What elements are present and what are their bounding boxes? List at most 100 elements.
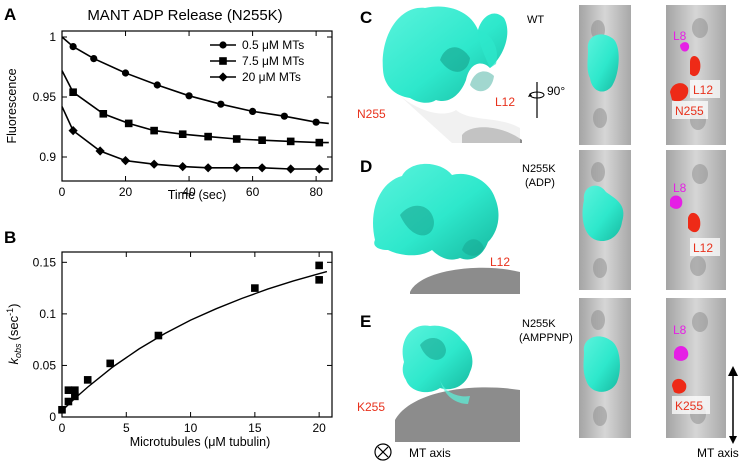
structure-d-main: [373, 163, 520, 294]
chart-a-ytick-label: 0.95: [33, 90, 57, 104]
structure-d-loops: [666, 150, 726, 290]
label-e-variant-line2: (AMPPNP): [519, 332, 573, 344]
chart-b-ytick-label: 0.05: [33, 358, 57, 372]
label-c-n255-side: N255: [675, 104, 704, 118]
chart-a-xtick-label: 80: [309, 185, 323, 199]
chart-b-ytick-label: 0.1: [39, 307, 56, 321]
chart-a-point-0-6: [217, 100, 225, 108]
label-c-l12: L12: [495, 95, 515, 109]
chart-b-xtick-label: 0: [59, 421, 66, 435]
ylabel-unit: (sec: [6, 315, 21, 340]
chart-a-legend-label-2: 20 μM MTs: [242, 70, 301, 84]
chart-a-point-0-4: [153, 81, 161, 89]
chart-a-ylabel: Fluorescence: [5, 68, 19, 143]
chart-b-fit-curve: [61, 270, 328, 412]
chart-a-point-0-9: [312, 118, 320, 126]
panel-letter-c: C: [360, 8, 372, 27]
label-d-l12-side: L12: [693, 241, 713, 255]
chart-a-point-2-2: [95, 146, 105, 156]
label-d-l8: L8: [673, 181, 687, 195]
chart-a-point-2-6: [203, 163, 213, 173]
chart-a-point-1-1: [69, 88, 77, 96]
structure-e-side: [579, 298, 631, 438]
chart-b-point-0: [58, 405, 66, 414]
chart-b-xtick-label: 10: [184, 421, 198, 435]
chart-b-frame: [61, 251, 333, 418]
chart-a-point-0-3: [121, 69, 130, 77]
label-d-variant-line2: (ADP): [525, 177, 555, 189]
chart-b-xtick-label: 20: [312, 421, 326, 435]
mt-axis-label-left: MT axis: [409, 446, 451, 460]
chart-a-xtick-label: 40: [182, 185, 196, 199]
mt-axis-arrow-icon: [728, 366, 738, 444]
chart-b-ytick-label: 0.15: [33, 255, 57, 269]
label-c-rotation: 90°: [547, 84, 565, 98]
label-c-variant: WT: [527, 14, 544, 26]
chart-a-point-0-8: [280, 112, 288, 120]
chart-b: 0 5 10 15 20 0 0.05 0.1 0.15 Microtubules (μM tu…: [5, 251, 333, 449]
chart-a-point-1-9: [286, 137, 295, 146]
chart-a-point-0-5: [185, 92, 193, 100]
chart-a-markers: [68, 43, 324, 174]
chart-a-point-2-5: [178, 162, 188, 172]
chart-a-legend-marker-1: [219, 57, 227, 65]
label-e-k255-side: K255: [675, 399, 703, 413]
panel-letter-a: A: [4, 5, 16, 24]
chart-b-point-3: [71, 392, 79, 401]
panel-letter-e: E: [360, 312, 371, 331]
label-e-variant-line1: N255K: [522, 318, 556, 330]
chart-a-point-1-2: [99, 110, 108, 118]
chart-a-frame: [61, 30, 333, 182]
label-c-l12-side-bg: [690, 80, 720, 98]
chart-b-xtick-label: 15: [248, 421, 262, 435]
structure-e-main: [395, 325, 520, 442]
label-d-variant-line1: N255K: [522, 163, 556, 175]
chart-a-ytick-label: 1: [49, 30, 56, 44]
structure-e-loops: [666, 298, 726, 438]
structure-c-main: [382, 6, 522, 143]
chart-b-ytick-label: 0: [49, 410, 56, 424]
label-c-l8: L8: [673, 29, 687, 43]
label-c-n255-side-bg: [672, 101, 708, 119]
chart-a-point-0-7: [248, 107, 257, 115]
chart-a-xlabel: Time (sec): [168, 188, 227, 202]
chart-a-point-2-4: [149, 159, 159, 169]
panel-letter-b: B: [4, 228, 16, 247]
chart-b-point-6: [106, 359, 115, 368]
chart-a-point-2-8: [257, 163, 267, 173]
chart-a-xtick-label: 20: [119, 185, 133, 199]
chart-b-point-4: [71, 386, 79, 394]
structure-c-loops: [666, 5, 726, 145]
chart-a-xtick-label: 60: [246, 185, 260, 199]
label-e-l8: L8: [673, 323, 687, 337]
chart-a-point-2-10: [314, 164, 324, 174]
chart-b-xtick-label: 5: [123, 421, 130, 435]
ylabel-sup: -1: [5, 308, 15, 316]
chart-a-point-1-7: [232, 135, 241, 143]
panel-letter-d: D: [360, 157, 372, 176]
ylabel-close: ): [6, 304, 21, 308]
chart-b-point-8: [251, 284, 259, 292]
chart-a-ytick-label: 0.9: [39, 150, 56, 164]
structure-c-side: [579, 5, 631, 145]
chart-b-point-7: [154, 331, 163, 340]
label-e-k255-side-bg: [672, 396, 710, 414]
chart-a-title: MANT ADP Release (N255K): [87, 7, 282, 24]
chart-a-point-1-4: [150, 126, 158, 135]
chart-a-legend-marker-2: [218, 72, 228, 82]
label-d-l12-side-bg: [690, 238, 720, 256]
chart-a-point-2-7: [232, 163, 242, 173]
label-e-k255: K255: [357, 400, 385, 414]
chart-a-point-1-3: [124, 119, 133, 128]
chart-a-legend-label-0: 0.5 μM MTs: [242, 38, 304, 52]
label-c-l12-side: L12: [693, 83, 713, 97]
label-c-n255: N255: [357, 107, 386, 121]
chart-b-ylabel: kobs (sec-1): [5, 304, 23, 365]
chart-b-markers: [58, 261, 323, 414]
chart-a-ticks: 0 20 40 60 80 0.9 0.95 1: [33, 30, 332, 199]
mt-axis-label-right: MT axis: [697, 446, 739, 460]
chart-b-point-9: [315, 261, 323, 270]
chart-a-point-1-5: [178, 130, 187, 138]
